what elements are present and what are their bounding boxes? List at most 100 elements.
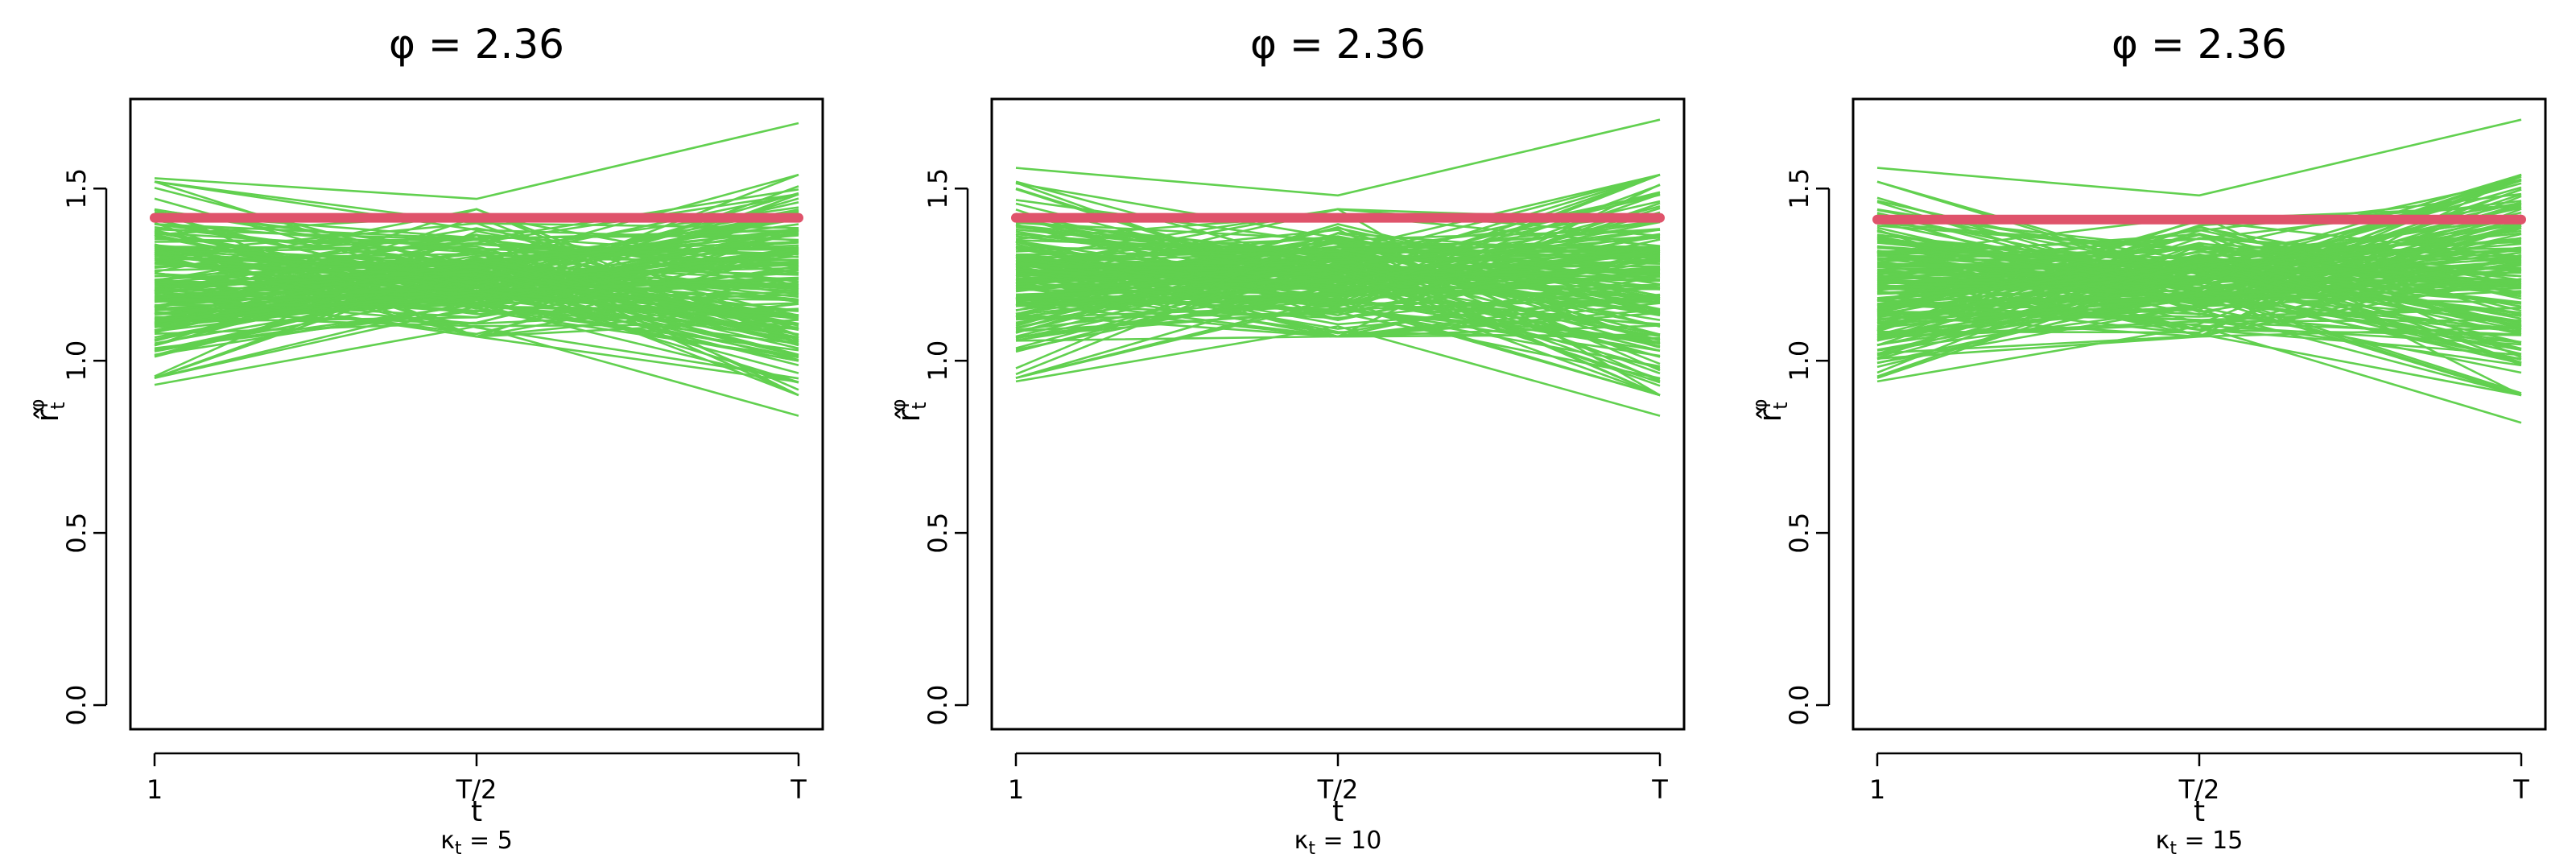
simulation-line <box>1015 267 1661 340</box>
simulation-line <box>1876 268 2522 295</box>
y-label-superscript: φ <box>1748 399 1771 412</box>
kappa-label: κt = 10 <box>1294 827 1382 858</box>
y-label-superscript: φ <box>887 399 910 412</box>
y-tick-label: 0.5 <box>923 513 953 554</box>
simulation-series-group <box>1876 118 2522 424</box>
kappa-subscript: t <box>1308 839 1315 858</box>
simulation-line <box>1876 256 2522 307</box>
y-label-main: r̂ <box>891 409 927 422</box>
simulation-line <box>154 270 799 326</box>
x-axis-label: t <box>2194 795 2205 828</box>
simulation-line <box>1015 274 1661 330</box>
simulation-line <box>1876 221 2522 290</box>
x-tick-label: T <box>1651 774 1668 805</box>
simulation-line <box>154 226 799 326</box>
simulation-series-group <box>154 122 799 417</box>
y-label-subscript: t <box>47 402 69 409</box>
simulation-line <box>1876 287 2522 324</box>
simulation-line <box>1015 239 1661 281</box>
simulation-line <box>1876 229 2522 300</box>
simulation-line <box>1015 250 1661 312</box>
y-label-main: r̂ <box>1752 409 1788 422</box>
simulation-line <box>154 241 799 285</box>
y-tick-label: 0.5 <box>1784 513 1814 554</box>
simulation-line <box>1015 221 1661 379</box>
y-label-superscript: φ <box>26 399 48 412</box>
simulation-line <box>1015 202 1661 313</box>
simulation-line <box>1876 325 2522 424</box>
y-tick-label: 1.5 <box>61 168 92 209</box>
x-axis-label: t <box>471 795 482 828</box>
simulation-line <box>1876 233 2522 364</box>
simulation-line <box>1015 249 1661 292</box>
simulation-line <box>1015 275 1661 358</box>
simulation-line <box>154 255 799 324</box>
plot-frame <box>129 97 824 731</box>
simulation-line <box>1015 245 1661 376</box>
x-tick-label: 1 <box>1869 774 1885 805</box>
simulation-line <box>154 325 799 417</box>
kappa-main: κ <box>2156 827 2170 855</box>
y-label-main: r̂ <box>30 409 65 422</box>
x-tick-label: T <box>790 774 807 805</box>
simulation-line <box>154 277 799 324</box>
simulation-line <box>154 272 799 350</box>
simulation-line <box>154 251 799 379</box>
simulation-line <box>154 233 799 345</box>
simulation-line <box>1015 236 1661 302</box>
simulation-line <box>154 248 799 380</box>
x-axis-label: t <box>1332 795 1344 828</box>
simulation-line <box>1015 252 1661 338</box>
simulation-line <box>1876 196 2522 365</box>
y-tick-label: 0.0 <box>61 685 92 726</box>
simulation-line <box>1876 237 2522 394</box>
simulation-line <box>1015 208 1661 397</box>
simulation-series-group <box>1015 118 1661 417</box>
simulation-line <box>154 192 799 289</box>
x-tick-label: 1 <box>147 774 163 805</box>
y-tick-label: 0.0 <box>1784 685 1814 726</box>
y-tick-label: 1.5 <box>1784 168 1814 209</box>
x-tick-label: 1 <box>1008 774 1024 805</box>
simulation-line <box>1876 250 2522 307</box>
simulation-line <box>1876 193 2522 301</box>
simulation-line <box>154 234 799 320</box>
simulation-line <box>154 230 799 377</box>
simulation-line <box>154 223 799 241</box>
simulation-line <box>1876 213 2522 326</box>
simulation-line <box>1876 229 2522 322</box>
y-axis-label: r̂tφ <box>1748 399 1792 423</box>
y-axis-label: r̂tφ <box>26 399 69 423</box>
kappa-main: κ <box>1294 827 1309 855</box>
simulation-line <box>1015 118 1661 197</box>
kappa-main: κ <box>440 827 455 855</box>
simulation-line <box>1876 258 2522 355</box>
chart-title: φ = 2.36 <box>1250 21 1426 68</box>
simulation-line <box>1015 263 1661 342</box>
simulation-line <box>1876 243 2522 365</box>
y-label-subscript: t <box>1769 402 1792 409</box>
y-tick-label: 0.5 <box>61 513 92 554</box>
simulation-line <box>1015 325 1661 417</box>
kappa-subscript: t <box>2169 839 2177 858</box>
simulation-line <box>154 288 799 359</box>
y-tick-label: 1.0 <box>61 340 92 382</box>
simulation-line <box>1015 180 1661 314</box>
simulation-line <box>1015 254 1661 267</box>
simulation-line <box>154 262 799 327</box>
simulation-line <box>1876 180 2522 328</box>
simulation-line <box>1876 298 2522 397</box>
kappa-label: κt = 5 <box>440 827 513 858</box>
chart-title: φ = 2.36 <box>389 21 564 68</box>
simulation-line <box>154 180 799 241</box>
simulation-line <box>1876 173 2522 285</box>
kappa-subscript: t <box>455 839 462 858</box>
simulation-line <box>1015 253 1661 304</box>
x-tick-label: T/2 <box>456 774 497 805</box>
simulation-line <box>154 247 799 335</box>
y-tick-label: 1.5 <box>923 168 953 209</box>
simulation-line <box>154 289 799 383</box>
simulation-line <box>1015 229 1661 372</box>
simulation-line <box>1876 263 2522 339</box>
